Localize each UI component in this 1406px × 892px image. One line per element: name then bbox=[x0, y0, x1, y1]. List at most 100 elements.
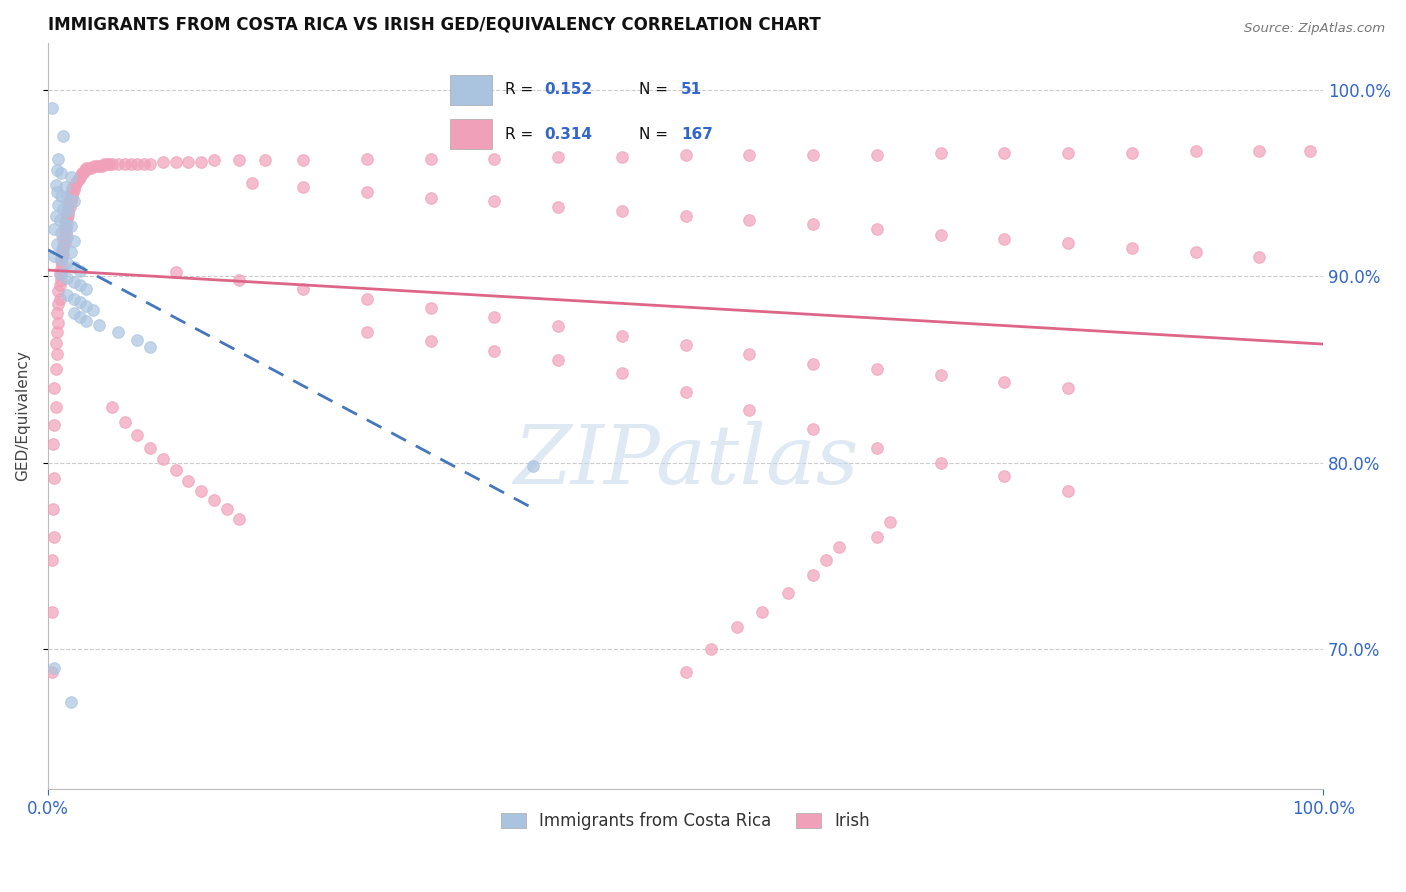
Point bbox=[547, 200, 569, 214]
Point bbox=[738, 403, 761, 417]
Point bbox=[62, 194, 84, 209]
Point bbox=[107, 325, 129, 339]
Point bbox=[45, 362, 67, 376]
Point bbox=[484, 310, 506, 325]
Point bbox=[522, 459, 544, 474]
Point bbox=[44, 661, 66, 675]
Point bbox=[80, 161, 103, 175]
Point bbox=[59, 193, 82, 207]
Point bbox=[87, 318, 110, 332]
Point bbox=[44, 381, 66, 395]
Point bbox=[83, 159, 105, 173]
Point bbox=[1299, 144, 1322, 158]
Point bbox=[56, 205, 79, 219]
Point bbox=[53, 217, 76, 231]
Point bbox=[356, 325, 378, 339]
Point bbox=[190, 155, 212, 169]
Point bbox=[62, 234, 84, 248]
Point bbox=[139, 157, 162, 171]
Point bbox=[44, 418, 66, 433]
Point bbox=[60, 194, 83, 209]
Point bbox=[610, 150, 633, 164]
Point bbox=[93, 157, 115, 171]
Point bbox=[53, 222, 76, 236]
Point bbox=[738, 213, 761, 227]
Point bbox=[63, 178, 86, 192]
Point bbox=[801, 422, 824, 436]
Point bbox=[86, 159, 108, 173]
Point bbox=[49, 167, 72, 181]
Point bbox=[53, 235, 76, 250]
Point bbox=[55, 213, 77, 227]
Point bbox=[60, 187, 83, 202]
Point bbox=[60, 181, 83, 195]
Point bbox=[48, 213, 70, 227]
Point bbox=[49, 252, 72, 267]
Point bbox=[56, 287, 79, 301]
Point bbox=[48, 278, 70, 293]
Point bbox=[45, 400, 67, 414]
Point bbox=[1121, 241, 1143, 255]
Point bbox=[62, 179, 84, 194]
Point bbox=[41, 552, 63, 566]
Y-axis label: GED/Equivalency: GED/Equivalency bbox=[15, 351, 30, 482]
Point bbox=[45, 336, 67, 351]
Point bbox=[152, 155, 174, 169]
Point bbox=[132, 157, 155, 171]
Point bbox=[866, 222, 889, 236]
Point bbox=[65, 176, 87, 190]
Point bbox=[114, 157, 136, 171]
Point bbox=[60, 694, 83, 708]
Point bbox=[52, 232, 75, 246]
Point bbox=[419, 191, 441, 205]
Point bbox=[44, 530, 66, 544]
Point bbox=[675, 148, 697, 162]
Point bbox=[62, 275, 84, 289]
Point bbox=[51, 243, 73, 257]
Point bbox=[993, 145, 1015, 160]
Point bbox=[44, 222, 66, 236]
Point bbox=[1057, 235, 1080, 250]
Point bbox=[96, 157, 118, 171]
Point bbox=[60, 170, 83, 185]
Point bbox=[69, 295, 91, 310]
Point bbox=[56, 271, 79, 285]
Point bbox=[62, 260, 84, 274]
Point bbox=[62, 292, 84, 306]
Point bbox=[59, 196, 82, 211]
Point bbox=[46, 316, 69, 330]
Point bbox=[69, 263, 91, 277]
Point bbox=[202, 493, 225, 508]
Point bbox=[356, 152, 378, 166]
Point bbox=[547, 319, 569, 334]
Point bbox=[49, 189, 72, 203]
Point bbox=[75, 161, 97, 175]
Point bbox=[827, 540, 849, 554]
Point bbox=[675, 210, 697, 224]
Point bbox=[46, 284, 69, 298]
Point bbox=[58, 203, 80, 218]
Point bbox=[929, 368, 952, 382]
Point bbox=[55, 226, 77, 240]
Point bbox=[228, 273, 250, 287]
Point bbox=[49, 261, 72, 276]
Point bbox=[993, 376, 1015, 390]
Point bbox=[228, 511, 250, 525]
Point bbox=[56, 191, 79, 205]
Point bbox=[75, 299, 97, 313]
Legend: Immigrants from Costa Rica, Irish: Immigrants from Costa Rica, Irish bbox=[494, 805, 877, 837]
Point bbox=[139, 340, 162, 354]
Point bbox=[48, 292, 70, 306]
Point bbox=[866, 530, 889, 544]
Point bbox=[547, 353, 569, 368]
Point bbox=[419, 152, 441, 166]
Point bbox=[49, 267, 72, 281]
Point bbox=[177, 155, 200, 169]
Point bbox=[46, 237, 69, 252]
Point bbox=[107, 157, 129, 171]
Point bbox=[165, 265, 187, 279]
Point bbox=[1057, 145, 1080, 160]
Point bbox=[55, 220, 77, 235]
Point bbox=[1057, 381, 1080, 395]
Point bbox=[46, 306, 69, 320]
